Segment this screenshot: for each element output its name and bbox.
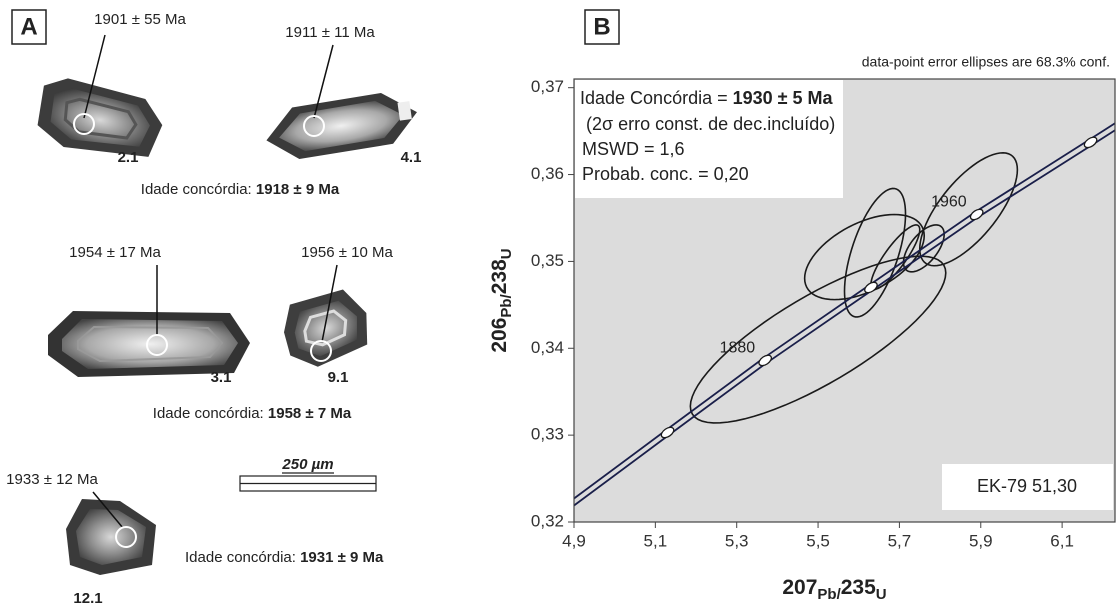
zircon-grain — [66, 499, 156, 575]
group-age-value: 1918 ± 9 Ma — [256, 181, 340, 198]
x-tick-label: 5,7 — [888, 531, 912, 550]
info-line: Idade Concórdia = 1930 ± 5 Ma — [580, 88, 834, 108]
x-tick-label: 5,9 — [969, 531, 993, 550]
x-tick-label: 6,1 — [1050, 531, 1074, 550]
x-tick-label: 4,9 — [562, 531, 586, 550]
group-age: Idade concórdia: 1918 ± 9 Ma — [141, 181, 340, 198]
group-age-prefix: Idade concórdia: — [141, 181, 252, 198]
age-marker-label: 1960 — [931, 194, 967, 211]
axis-mass: 207 — [782, 576, 817, 599]
zircon-grain — [283, 289, 368, 367]
grain-age: 1933 ± 12 Ma — [6, 471, 98, 488]
axis-title: 206Pb/238U — [488, 248, 515, 352]
panel-label: A — [20, 13, 37, 40]
sample-box — [942, 464, 1113, 510]
grain-id: 3.1 — [211, 369, 232, 386]
age-marker — [969, 208, 984, 221]
grain-id: 2.1 — [118, 149, 139, 166]
grain-age: 1911 ± 11 Ma — [285, 24, 375, 41]
group-age: Idade concórdia: 1931 ± 9 Ma — [185, 549, 384, 566]
grain-id: 9.1 — [328, 369, 349, 386]
x-tick-label: 5,3 — [725, 531, 749, 550]
panel-label: B — [593, 13, 610, 40]
info-line: MSWD = 1,6 — [582, 139, 685, 159]
ellipse-note: data-point error ellipses are 68.3% conf… — [862, 54, 1110, 70]
error-ellipse — [803, 213, 926, 301]
age-marker — [1083, 136, 1098, 149]
y-tick-label: 0,32 — [531, 511, 564, 530]
grain-age: 1956 ± 10 Ma — [301, 244, 393, 261]
grain-age: 1901 ± 55 Ma — [94, 11, 186, 28]
axis-element: U — [498, 248, 515, 259]
axis-title: 207Pb/235U — [782, 576, 886, 603]
y-tick-label: 0,34 — [531, 338, 564, 357]
plot-frame — [573, 78, 1116, 523]
axis-element: Pb/ — [498, 293, 515, 317]
axis-element: U — [876, 586, 887, 603]
x-tick-label: 5,5 — [806, 531, 830, 550]
info-age-prefix: Idade Concórdia = — [580, 88, 728, 108]
pointer-lines — [83, 34, 338, 529]
info-age: 1930 ± 5 Ma — [733, 88, 834, 108]
y-tick-label: 0,35 — [531, 251, 564, 270]
y-tick-label: 0,33 — [531, 425, 564, 444]
grain-id: 4.1 — [401, 149, 422, 166]
grain-id: 12.1 — [73, 590, 102, 607]
zircon-grain — [37, 78, 163, 157]
info-line: (2σ erro const. de dec.incluído) — [586, 114, 835, 134]
age-marker-label: 1880 — [720, 340, 756, 357]
age-marker — [864, 281, 878, 294]
error-ellipse — [918, 152, 1019, 267]
age-marker — [758, 354, 773, 367]
y-tick-label: 0,36 — [531, 164, 564, 183]
scale-label: 250 µm — [281, 456, 333, 473]
sample-label: EK-79 51,30 — [977, 476, 1077, 496]
group-age: Idade concórdia: 1958 ± 7 Ma — [153, 405, 352, 422]
axis-mass: 206 — [488, 318, 511, 353]
info-box — [575, 80, 843, 198]
y-tick-label: 0,37 — [531, 77, 564, 96]
group-age-prefix: Idade concórdia: — [153, 405, 264, 422]
zircon-grain — [266, 92, 417, 159]
panel-label-box — [11, 9, 47, 45]
age-marker — [660, 426, 675, 439]
panel-label-box — [584, 9, 620, 45]
info-line: Probab. conc. = 0,20 — [582, 164, 749, 184]
axis-mass: 235 — [841, 576, 876, 599]
error-ellipse — [689, 255, 947, 424]
zircon-grain — [48, 311, 250, 377]
x-tick-label: 5,1 — [644, 531, 668, 550]
panel-b: B data-point error ellipses are 68.3% co… — [488, 9, 1116, 603]
axis-mass: 238 — [488, 259, 511, 294]
spot-circles — [73, 113, 332, 548]
group-age-value: 1931 ± 9 Ma — [300, 549, 384, 566]
group-age-prefix: Idade concórdia: — [185, 549, 296, 566]
group-age-value: 1958 ± 7 Ma — [268, 405, 352, 422]
panel-a: A — [6, 9, 422, 607]
axis-element: Pb/ — [817, 586, 841, 603]
grain-age: 1954 ± 17 Ma — [69, 244, 161, 261]
